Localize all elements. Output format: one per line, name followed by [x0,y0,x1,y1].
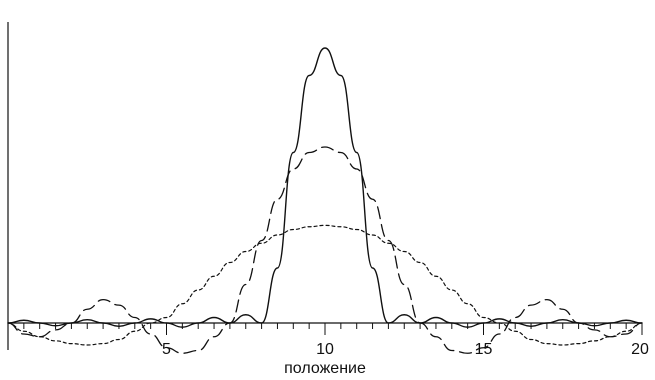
x-axis-ticks [8,323,642,335]
x-tick-label: 10 [316,341,334,358]
x-tick-label: 20 [631,341,649,358]
x-axis-label: положение [284,360,366,377]
series-layer [8,48,642,353]
x-tick-label: 15 [475,341,493,358]
series-solid-line [8,48,642,327]
x-tick-label: 5 [162,341,171,358]
x-axis-tick-labels: 5 10 15 20 [162,341,649,358]
